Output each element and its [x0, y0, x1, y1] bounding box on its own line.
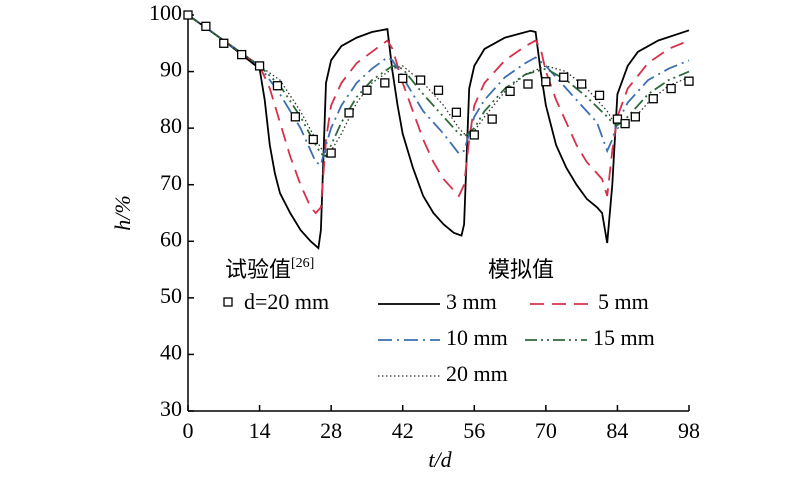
- x-axis-label: t/d: [428, 447, 452, 472]
- x-tick-label: 0: [183, 418, 194, 443]
- legend-marker: [223, 297, 233, 307]
- experiment-point: [576, 79, 587, 89]
- experiment-point: [344, 108, 354, 118]
- experiment-point: [183, 10, 193, 20]
- y-tick-label: 30: [160, 396, 182, 421]
- experiment-point: [648, 94, 658, 104]
- experiment-point: [630, 112, 640, 122]
- line-series: [187, 14, 690, 158]
- y-axis-label: h/%: [110, 195, 135, 230]
- x-tick-label: 70: [535, 418, 557, 443]
- x-tick-label: 56: [463, 418, 485, 443]
- experiment-point: [308, 134, 318, 145]
- experiment-point: [612, 114, 623, 124]
- experiment-point: [254, 61, 265, 71]
- y-tick-label: 90: [160, 57, 182, 82]
- experiment-point: [559, 72, 569, 82]
- legend-group-title: 模拟值: [488, 257, 554, 282]
- legend-label: 5 mm: [598, 289, 649, 314]
- legend-label: 3 mm: [446, 289, 497, 314]
- y-tick-label: 100: [149, 0, 182, 25]
- legend-label: 20 mm: [446, 361, 508, 386]
- y-tick-label: 80: [160, 113, 182, 138]
- x-tick-label: 42: [392, 418, 414, 443]
- y-tick-label: 60: [160, 226, 182, 251]
- experiment-point: [523, 79, 533, 89]
- line-series: [187, 14, 690, 167]
- experiment-point: [620, 118, 630, 129]
- y-tick-label: 50: [160, 283, 182, 308]
- legend-group-title-main: 试验值: [225, 257, 291, 282]
- x-tick-label: 14: [249, 418, 271, 443]
- legend-label: 15 mm: [593, 325, 655, 350]
- experiment-point: [469, 130, 479, 140]
- experiment-point: [433, 85, 444, 95]
- experiment-point: [505, 86, 515, 97]
- experiment-point: [219, 38, 229, 48]
- x-tick-label: 28: [320, 418, 342, 443]
- y-tick-label: 70: [160, 170, 182, 195]
- experiment-point: [237, 49, 247, 60]
- experiment-point: [290, 112, 301, 122]
- legend-label: d=20 mm: [244, 289, 329, 314]
- experiment-point: [326, 148, 336, 158]
- experiment-point: [398, 73, 408, 84]
- legend-group-title: 试验值[26]: [225, 256, 314, 282]
- experiment-point: [362, 85, 372, 95]
- experiment-point: [541, 77, 551, 87]
- experiment-point: [380, 78, 390, 88]
- experiment-point: [684, 76, 694, 86]
- legend-label: 10 mm: [446, 325, 508, 350]
- experiment-point: [201, 21, 211, 31]
- experiment-point: [487, 114, 497, 124]
- experiment-point: [272, 81, 283, 91]
- experiment-point: [666, 83, 676, 94]
- legend-group-ref: [26]: [291, 256, 314, 271]
- x-tick-label: 98: [678, 418, 700, 443]
- experiment-point: [415, 75, 426, 85]
- line-series: [187, 14, 690, 215]
- line-series: [187, 14, 690, 250]
- experiment-point: [594, 90, 605, 100]
- experiment-point: [451, 107, 462, 117]
- line-series: [187, 14, 690, 158]
- x-tick-label: 84: [606, 418, 628, 443]
- y-tick-label: 40: [160, 339, 182, 364]
